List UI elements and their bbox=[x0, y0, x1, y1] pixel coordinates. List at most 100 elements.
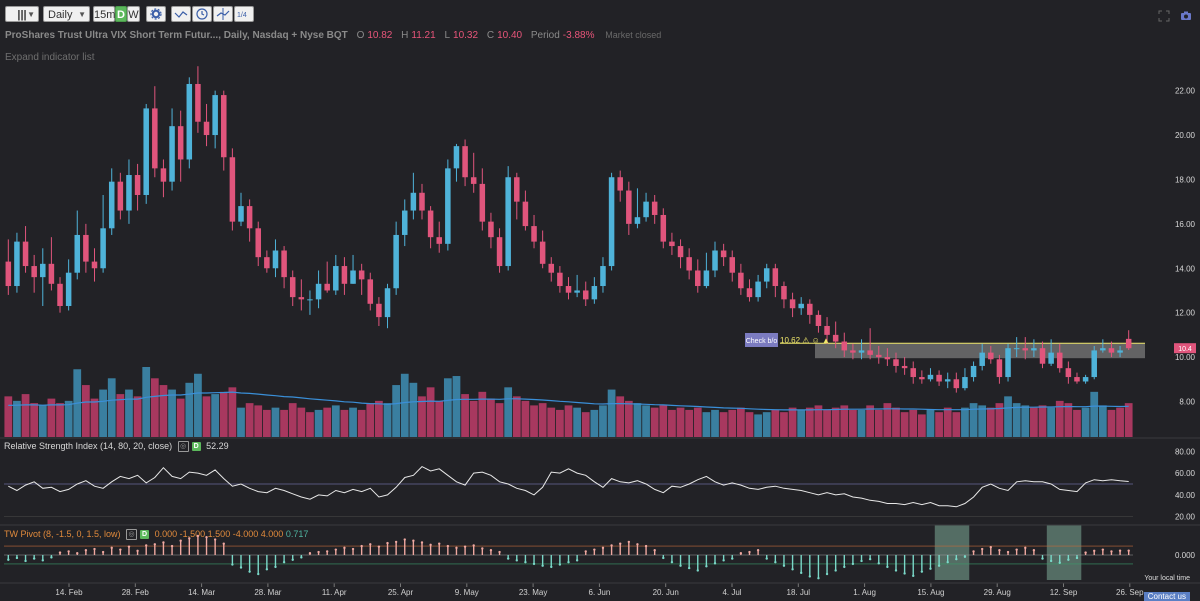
open-value: 10.82 bbox=[367, 30, 393, 41]
time-tool-button[interactable] bbox=[192, 6, 212, 22]
pivot-dot bbox=[670, 560, 674, 564]
volume-bar bbox=[917, 414, 926, 437]
pivot-title: TW Pivot (8, -1.5, 0, 1.5, low) bbox=[4, 529, 121, 539]
pivot-dot bbox=[248, 570, 251, 573]
candle-body bbox=[944, 379, 951, 382]
pivot-dot bbox=[937, 564, 941, 567]
candle-body bbox=[988, 352, 994, 360]
candle-body bbox=[1082, 377, 1089, 382]
candle-body bbox=[479, 183, 486, 222]
market-status: Market closed bbox=[605, 30, 662, 40]
candle-body bbox=[979, 352, 985, 366]
candle-body bbox=[867, 350, 873, 355]
pivot-dot bbox=[58, 551, 62, 554]
eye-icon[interactable]: ◎ bbox=[126, 529, 138, 541]
eye-icon[interactable]: ◎ bbox=[177, 441, 189, 453]
pivot-dot bbox=[1084, 551, 1087, 554]
day-button[interactable]: D bbox=[115, 6, 127, 22]
candle-body bbox=[333, 266, 339, 291]
x-tick-label: 6. Jun bbox=[589, 588, 611, 597]
contact-us-button[interactable]: Contact us bbox=[1143, 592, 1190, 601]
candle-body bbox=[117, 181, 124, 211]
candle-body bbox=[807, 303, 813, 315]
fullscreen-icon[interactable] bbox=[1158, 10, 1170, 22]
volume-bar bbox=[874, 409, 883, 437]
delete-indicator-icon[interactable]: D bbox=[140, 530, 150, 540]
camera-icon[interactable] bbox=[1180, 10, 1192, 22]
volume-bar bbox=[461, 394, 469, 437]
pivot-dot bbox=[429, 543, 432, 547]
candle-body bbox=[1022, 348, 1029, 351]
volume-bar bbox=[1055, 400, 1064, 437]
interval-select[interactable]: Daily ▼ bbox=[43, 6, 90, 22]
pivot-dot bbox=[481, 547, 484, 550]
volume-bar bbox=[56, 403, 64, 437]
pivot-dot bbox=[946, 560, 949, 564]
volume-bar bbox=[1098, 405, 1107, 437]
volume-bar bbox=[754, 414, 762, 437]
week-button[interactable]: W bbox=[127, 6, 140, 22]
volume-bar bbox=[237, 407, 245, 437]
candle-body bbox=[703, 270, 710, 287]
candle-body bbox=[281, 250, 287, 278]
candle-body bbox=[582, 290, 589, 300]
candle-body bbox=[169, 126, 175, 182]
candle-body bbox=[919, 377, 925, 380]
pivot-dot bbox=[774, 560, 777, 564]
candle-body bbox=[186, 83, 193, 160]
volume-bar bbox=[719, 412, 728, 437]
volume-bar bbox=[685, 409, 694, 437]
pivot-dot bbox=[1049, 559, 1053, 563]
settings-button[interactable] bbox=[146, 6, 166, 22]
volume-bar bbox=[487, 398, 495, 437]
candle-body bbox=[229, 157, 236, 222]
volume-bar bbox=[228, 387, 237, 437]
candle-body bbox=[143, 108, 149, 195]
volume-bar bbox=[133, 396, 142, 437]
expand-indicator-link[interactable]: Expand indicator list bbox=[5, 52, 95, 63]
candle-body bbox=[962, 377, 968, 389]
pivot-dot bbox=[239, 566, 243, 569]
volume-bar bbox=[211, 394, 220, 437]
candle-body bbox=[384, 288, 391, 318]
volume-bar bbox=[1021, 405, 1030, 437]
pivot-dot bbox=[394, 540, 398, 544]
volume-bar bbox=[1030, 407, 1038, 437]
intraday-button[interactable]: 15m bbox=[93, 6, 115, 22]
candle-body bbox=[634, 217, 641, 224]
candle-body bbox=[83, 234, 89, 262]
volume-bar bbox=[349, 407, 357, 437]
volume-bar bbox=[573, 407, 581, 437]
pivot-dot bbox=[782, 564, 786, 567]
candle-body bbox=[298, 297, 305, 300]
candle-body bbox=[927, 374, 934, 380]
pivot-dot bbox=[868, 557, 872, 561]
volume-bar bbox=[624, 400, 633, 437]
candle-body bbox=[1039, 348, 1046, 364]
volume-bar bbox=[530, 405, 538, 437]
delete-indicator-icon[interactable]: D bbox=[191, 442, 201, 452]
volume-bar bbox=[1107, 409, 1116, 437]
period-label: Period bbox=[530, 30, 560, 41]
pivot-dot bbox=[912, 574, 915, 578]
price-tick-label: 8.00 bbox=[1179, 397, 1195, 406]
volume-bar bbox=[1047, 407, 1056, 437]
price-tick-label: 18.00 bbox=[1175, 175, 1196, 184]
volume-ma-line bbox=[8, 391, 1129, 411]
volume-bar bbox=[961, 407, 969, 437]
crosshair-tool-button[interactable] bbox=[213, 6, 233, 22]
candle-body bbox=[936, 374, 942, 382]
volume-bar bbox=[1090, 391, 1099, 437]
last-price-label: 10.4 bbox=[1178, 346, 1192, 353]
candle-body bbox=[505, 177, 511, 267]
pivot-dot bbox=[610, 544, 613, 547]
chart-type-button[interactable]: ||| ▼ bbox=[5, 6, 39, 22]
pivot-dot bbox=[325, 550, 329, 553]
candle-body bbox=[238, 206, 244, 222]
volume-bar bbox=[900, 412, 909, 437]
pivot-dot bbox=[705, 565, 708, 568]
indicator-tool-button[interactable]: 1/4 bbox=[234, 6, 254, 22]
drawing-tool-button[interactable] bbox=[171, 6, 191, 22]
volume-bar bbox=[202, 396, 211, 437]
